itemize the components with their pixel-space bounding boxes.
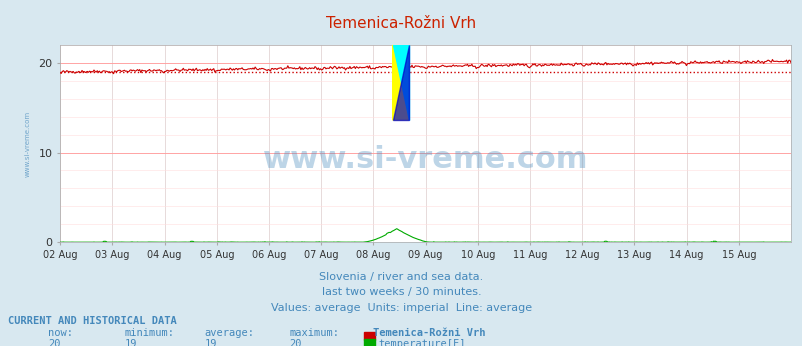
Text: maximum:: maximum:	[289, 328, 338, 338]
Polygon shape	[392, 45, 408, 120]
Text: minimum:: minimum:	[124, 328, 174, 338]
Polygon shape	[392, 45, 408, 120]
Text: 20: 20	[48, 339, 61, 346]
Text: average:: average:	[205, 328, 254, 338]
Text: now:: now:	[48, 328, 73, 338]
Text: Temenica-Rožni Vrh: Temenica-Rožni Vrh	[326, 16, 476, 30]
Text: 20: 20	[289, 339, 302, 346]
Text: temperature[F]: temperature[F]	[378, 339, 465, 346]
Text: last two weeks / 30 minutes.: last two weeks / 30 minutes.	[322, 287, 480, 297]
Text: Temenica-Rožni Vrh: Temenica-Rožni Vrh	[373, 328, 485, 338]
Text: CURRENT AND HISTORICAL DATA: CURRENT AND HISTORICAL DATA	[8, 316, 176, 326]
Text: www.si-vreme.com: www.si-vreme.com	[25, 110, 31, 177]
Text: www.si-vreme.com: www.si-vreme.com	[262, 145, 588, 174]
Text: 19: 19	[205, 339, 217, 346]
Polygon shape	[392, 45, 408, 120]
Text: Values: average  Units: imperial  Line: average: Values: average Units: imperial Line: av…	[270, 303, 532, 313]
Text: 19: 19	[124, 339, 137, 346]
Text: Slovenia / river and sea data.: Slovenia / river and sea data.	[319, 272, 483, 282]
